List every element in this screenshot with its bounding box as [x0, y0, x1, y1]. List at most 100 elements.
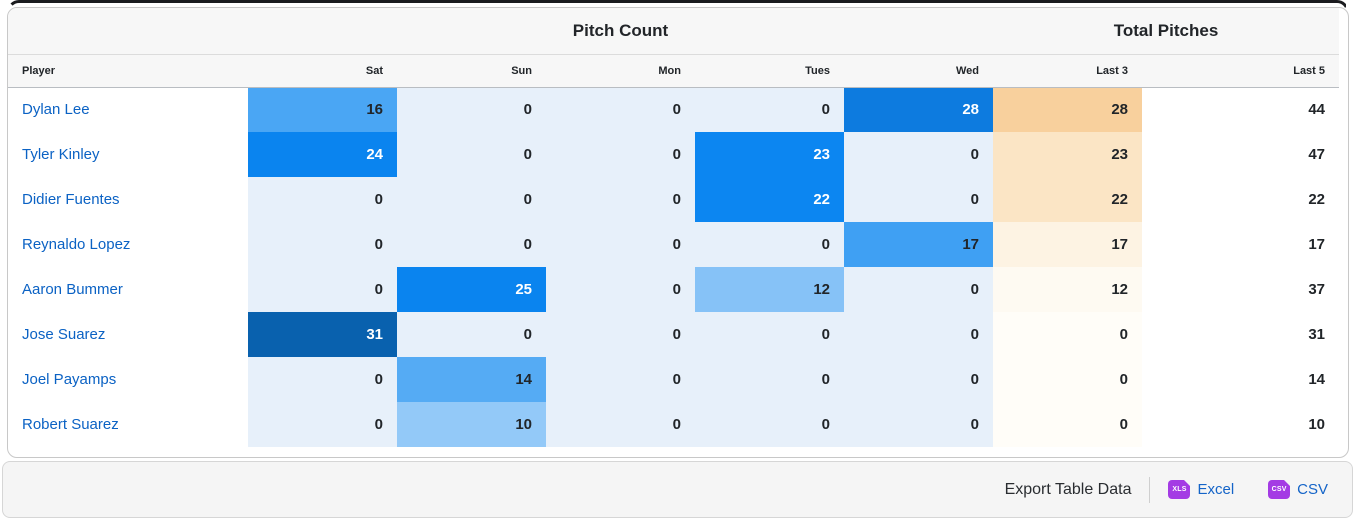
- pitch-count-cell-sat: 0: [248, 267, 397, 312]
- pitch-count-cell-tues: 22: [695, 177, 844, 222]
- pitch-count-cell-tues: 0: [695, 357, 844, 402]
- pitch-count-cell-mon: 0: [546, 132, 695, 177]
- pitch-count-cell-sun: 14: [397, 357, 546, 402]
- player-link[interactable]: Jose Suarez: [22, 326, 106, 343]
- last3-total-cell: 28: [993, 87, 1142, 132]
- last5-total-cell: 17: [1308, 236, 1326, 253]
- last3-total-cell: 12: [993, 267, 1142, 312]
- last3-total-cell: 23: [993, 132, 1142, 177]
- last3-total-cell: 0: [993, 402, 1142, 447]
- pitch-count-cell-mon: 0: [546, 177, 695, 222]
- group-header-row: Pitch Count Total Pitches: [8, 8, 1340, 55]
- pitch-count-table-card: Pitch Count Total Pitches Player Sat Sun…: [7, 7, 1349, 458]
- last3-total-cell: 22: [993, 177, 1142, 222]
- pitch-count-cell-mon: 0: [546, 357, 695, 402]
- csv-file-icon: CSV: [1268, 480, 1291, 499]
- pitch-count-cell-sat: 0: [248, 402, 397, 447]
- export-csv-button[interactable]: CSV CSV: [1268, 480, 1328, 499]
- player-link[interactable]: Didier Fuentes: [22, 191, 120, 208]
- group-header-pitch-count: Pitch Count: [248, 8, 993, 55]
- last5-total-cell: 22: [1308, 191, 1326, 208]
- column-header-tues[interactable]: Tues: [695, 54, 844, 88]
- player-link[interactable]: Dylan Lee: [22, 101, 90, 119]
- pitch-count-cell-sat: 0: [248, 222, 397, 267]
- last3-total-cell: 17: [993, 222, 1142, 267]
- table-row: Robert Suarez 0 10 0 0 0 0 10: [8, 402, 1339, 447]
- player-link[interactable]: Tyler Kinley: [22, 146, 100, 163]
- player-cell: Didier Fuentes: [8, 177, 248, 222]
- pitch-count-cell-sun: 0: [397, 132, 546, 177]
- export-excel-label: Excel: [1197, 481, 1235, 498]
- xls-icon-text: XLS: [1172, 486, 1187, 493]
- player-cell: Dylan Lee: [8, 87, 248, 132]
- pitch-count-cell-sat: 0: [248, 357, 397, 402]
- player-cell: Aaron Bummer: [8, 267, 248, 312]
- table-row: Aaron Bummer 0 25 0 12 0 12 37: [8, 267, 1339, 312]
- group-header-total-pitches: Total Pitches: [993, 8, 1340, 55]
- table-row: Tyler Kinley 24 0 0 23 0 23 47: [8, 132, 1339, 177]
- pitch-count-cell-tues: 0: [695, 402, 844, 447]
- pitch-count-cell-wed: 0: [844, 357, 993, 402]
- pitch-count-cell-tues: 23: [695, 132, 844, 177]
- pitch-count-cell-mon: 0: [546, 312, 695, 357]
- pitch-count-cell-sun: 25: [397, 267, 546, 312]
- last3-total-cell: 0: [993, 357, 1142, 402]
- player-link[interactable]: Robert Suarez: [22, 416, 119, 433]
- pitch-count-cell-tues: 0: [695, 87, 844, 132]
- last5-total-cell: 10: [1308, 416, 1326, 433]
- pitch-count-cell-wed: 28: [844, 87, 993, 132]
- last5-total-cell: 14: [1308, 371, 1326, 388]
- pitch-count-table: Pitch Count Total Pitches Player Sat Sun…: [8, 8, 1340, 447]
- column-header-last5[interactable]: Last 5: [1142, 54, 1340, 88]
- column-header-row: Player Sat Sun Mon Tues Wed Last 3 Last …: [8, 54, 1340, 88]
- player-cell: Tyler Kinley: [8, 132, 248, 177]
- player-cell: Robert Suarez: [8, 402, 248, 447]
- table-row: Didier Fuentes 0 0 0 22 0 22 22: [8, 177, 1339, 222]
- column-header-last3[interactable]: Last 3: [993, 54, 1142, 88]
- table-row: Joel Payamps 0 14 0 0 0 0 14: [8, 357, 1339, 402]
- export-csv-label: CSV: [1297, 481, 1328, 498]
- column-header-wed[interactable]: Wed: [844, 54, 993, 88]
- pitch-count-cell-wed: 0: [844, 267, 993, 312]
- pitch-count-cell-wed: 0: [844, 312, 993, 357]
- pitch-count-cell-mon: 0: [546, 267, 695, 312]
- pitch-count-cell-sat: 16: [248, 87, 397, 132]
- pitch-count-cell-sun: 0: [397, 222, 546, 267]
- export-footer: Export Table Data XLS Excel CSV CSV: [2, 461, 1353, 518]
- export-excel-button[interactable]: XLS Excel: [1168, 480, 1234, 499]
- last5-total-cell: 44: [1308, 101, 1326, 119]
- pitch-count-cell-sun: 0: [397, 87, 546, 132]
- column-header-mon[interactable]: Mon: [546, 54, 695, 88]
- xls-file-icon: XLS: [1168, 480, 1191, 499]
- table-row: Reynaldo Lopez 0 0 0 0 17 17 17: [8, 222, 1339, 267]
- pitch-count-cell-mon: 0: [546, 222, 695, 267]
- pitch-count-cell-sat: 0: [248, 177, 397, 222]
- player-link[interactable]: Reynaldo Lopez: [22, 236, 131, 253]
- pitch-count-cell-wed: 0: [844, 177, 993, 222]
- player-link[interactable]: Aaron Bummer: [22, 281, 123, 298]
- player-cell: Reynaldo Lopez: [8, 222, 248, 267]
- table-body: Dylan Lee 16 0 0 0 28 28 44 Tyler Kinley 24 0 0 23 0 2…: [8, 87, 1339, 447]
- column-header-sat[interactable]: Sat: [248, 54, 397, 88]
- player-link[interactable]: Joel Payamps: [22, 371, 117, 388]
- csv-icon-text: CSV: [1271, 486, 1287, 493]
- last5-total-cell: 37: [1308, 281, 1326, 298]
- pitch-count-cell-sun: 0: [397, 312, 546, 357]
- last3-total-cell: 0: [993, 312, 1142, 357]
- pitch-count-cell-sun: 0: [397, 177, 546, 222]
- group-header-spacer: [8, 8, 248, 55]
- footer-divider: [1149, 476, 1151, 503]
- pitch-count-cell-sat: 24: [248, 132, 397, 177]
- pitch-count-cell-sat: 31: [248, 312, 397, 357]
- pitch-count-cell-tues: 0: [695, 222, 844, 267]
- last5-total-cell: 31: [1308, 326, 1326, 343]
- pitch-count-cell-wed: 17: [844, 222, 993, 267]
- pitch-count-cell-tues: 12: [695, 267, 844, 312]
- column-header-player[interactable]: Player: [8, 54, 248, 88]
- table-row: Jose Suarez 31 0 0 0 0 0 31: [8, 312, 1339, 357]
- pitch-count-cell-mon: 0: [546, 87, 695, 132]
- pitch-count-cell-tues: 0: [695, 312, 844, 357]
- pitch-count-cell-mon: 0: [546, 402, 695, 447]
- column-header-sun[interactable]: Sun: [397, 54, 546, 88]
